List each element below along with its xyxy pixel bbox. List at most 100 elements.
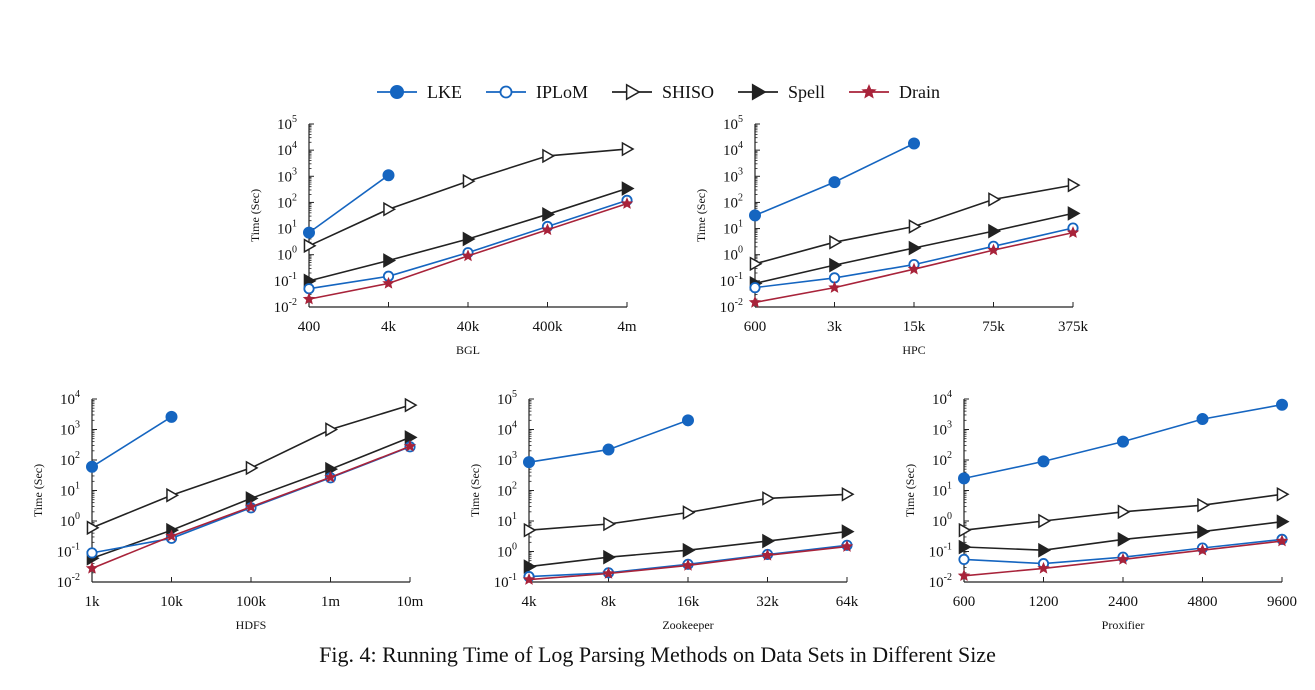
data-point-shiso (523, 522, 537, 538)
data-point-iplom (86, 547, 98, 559)
x-axis-label: HPC (902, 343, 925, 357)
y-tick-label: 10-2 (720, 297, 743, 316)
data-point-shiso (829, 234, 843, 250)
y-tick-label: 10-1 (274, 271, 297, 290)
legend-entry-shiso: SHISO (610, 82, 714, 103)
y-tick-label: 105 (497, 389, 517, 408)
data-point-spell (542, 207, 556, 222)
series-iplom (303, 194, 633, 295)
data-point-shiso (1067, 177, 1081, 193)
data-point-drain (382, 276, 395, 289)
data-point-iplom (303, 283, 315, 295)
data-point-shiso (404, 397, 418, 413)
x-tick-label: 15k (903, 319, 926, 335)
data-point-shiso (1038, 513, 1052, 529)
legend-marker-iplom (499, 85, 513, 99)
data-point-drain (957, 569, 971, 582)
y-tick-label: 105 (277, 114, 297, 133)
series-spell (749, 206, 1081, 291)
y-tick-label: 103 (497, 450, 517, 469)
data-point-drain (403, 439, 417, 452)
series-lke (86, 410, 178, 473)
data-point-drain (828, 281, 841, 293)
data-point-spell (841, 524, 855, 539)
y-tick-label: 103 (932, 420, 952, 439)
y-tick-label: 10-1 (929, 542, 952, 561)
data-point-lke (908, 137, 920, 150)
y-tick-label: 102 (497, 481, 517, 500)
data-point-spell (1197, 524, 1211, 539)
legend-marker-drain (861, 83, 877, 99)
data-point-drain (1116, 552, 1130, 565)
y-tick-label: 10-2 (929, 572, 952, 591)
data-point-shiso (988, 192, 1002, 207)
legend-label-shiso: SHISO (662, 81, 715, 102)
data-point-spell (1067, 206, 1081, 221)
series-spell (958, 514, 1290, 558)
y-tick-label: 101 (497, 511, 517, 530)
series-lke (303, 169, 395, 239)
series-lke (749, 137, 920, 222)
data-point-drain (1196, 543, 1209, 556)
x-tick-label: 75k (982, 319, 1005, 335)
legend-swatch-iplom (485, 85, 526, 99)
x-tick-label: 4800 (1188, 594, 1218, 610)
data-point-lke (165, 410, 178, 423)
x-tick-label: 9600 (1267, 594, 1297, 610)
chart-bgl: 10-2 10-1 100 101 102 103 104 105 400 4k 40k 400k 4m… (248, 114, 637, 357)
data-point-lke (602, 443, 615, 456)
y-tick-label: 104 (723, 140, 743, 159)
data-point-drain (541, 223, 554, 236)
series-lke (523, 414, 694, 469)
x-tick-label: 2400 (1108, 594, 1138, 610)
y-tick-label: 102 (932, 450, 952, 469)
series-drain (522, 540, 854, 585)
x-tick-label: 1m (321, 594, 341, 610)
series-spell (523, 524, 855, 574)
data-point-drain (620, 197, 634, 209)
y-tick-label: 10-1 (720, 271, 743, 290)
data-point-spell (523, 559, 537, 574)
x-tick-label: 400 (298, 319, 321, 335)
y-tick-label: 10-2 (57, 572, 80, 591)
legend-marker-lke (389, 85, 404, 99)
series-line-iplom (754, 227, 1074, 289)
legend-entry-lke: LKE (375, 82, 462, 103)
y-tick-label: 103 (277, 166, 297, 185)
series-shiso (958, 486, 1290, 538)
data-point-spell (404, 430, 418, 445)
data-point-shiso (542, 148, 556, 164)
data-point-lke (382, 169, 395, 182)
data-point-shiso (1276, 486, 1290, 502)
data-point-shiso (166, 487, 180, 503)
y-tick-label: 102 (723, 192, 743, 211)
x-tick-label: 64k (836, 594, 859, 610)
y-axis-label: Time (Sec) (248, 189, 262, 242)
x-tick-label: 10k (160, 594, 183, 610)
data-point-spell (325, 461, 339, 477)
data-point-spell (829, 257, 843, 273)
x-axis-label: Proxifier (1102, 618, 1145, 632)
chart-zookeeper: 10-1 100 101 102 103 104 105 4k 8k 16k 32k 64k Zooke… (468, 389, 859, 632)
y-tick-label: 104 (60, 389, 80, 408)
data-point-shiso (762, 491, 776, 506)
series-drain (748, 226, 1080, 308)
data-point-shiso (749, 256, 763, 272)
data-point-lke (958, 472, 970, 485)
y-tick-label: 10-1 (57, 542, 80, 561)
y-tick-label: 10-1 (494, 572, 517, 591)
y-tick-label: 100 (277, 245, 297, 264)
data-point-drain (1037, 561, 1050, 574)
data-point-shiso (603, 516, 617, 532)
legend-swatch-shiso (612, 83, 652, 101)
x-tick-label: 4k (522, 594, 538, 610)
series-shiso (303, 141, 635, 254)
data-point-shiso (325, 422, 339, 437)
data-point-shiso (682, 505, 696, 520)
data-point-drain (602, 566, 615, 579)
x-tick-label: 600 (953, 594, 976, 610)
data-point-lke (523, 456, 535, 469)
legend-swatch-lke (376, 85, 417, 99)
data-point-drain (244, 500, 258, 513)
x-axis-label: Zookeeper (662, 618, 713, 632)
